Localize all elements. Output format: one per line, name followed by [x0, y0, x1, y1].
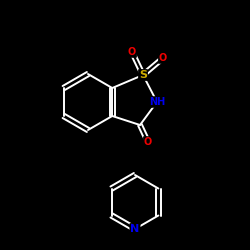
Text: S: S — [139, 70, 147, 80]
Text: O: O — [144, 137, 152, 147]
Text: NH: NH — [149, 97, 165, 107]
Text: N: N — [130, 224, 140, 234]
Text: O: O — [128, 47, 136, 57]
Text: O: O — [159, 53, 167, 63]
